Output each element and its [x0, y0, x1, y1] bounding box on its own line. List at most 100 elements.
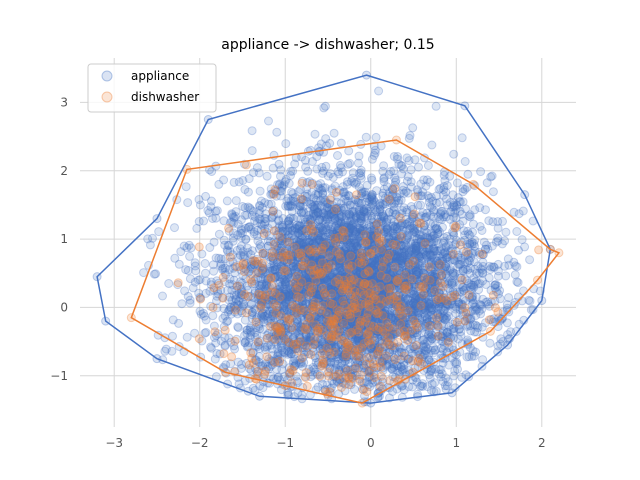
- data-point: [379, 276, 389, 286]
- data-point: [429, 287, 439, 297]
- data-point: [191, 266, 201, 276]
- data-point: [184, 240, 194, 250]
- data-point: [457, 133, 467, 143]
- data-point: [257, 279, 267, 289]
- data-point: [408, 212, 418, 222]
- data-point: [481, 205, 490, 215]
- data-point: [408, 320, 418, 330]
- data-point: [288, 344, 298, 354]
- data-point: [385, 297, 395, 307]
- data-point: [238, 176, 248, 185]
- data-point: [195, 306, 205, 316]
- data-point: [435, 227, 444, 237]
- data-point: [485, 338, 495, 348]
- data-point: [285, 292, 295, 302]
- data-point: [311, 226, 321, 236]
- data-point: [341, 232, 351, 242]
- data-point: [393, 152, 402, 161]
- data-point: [358, 277, 367, 287]
- data-point: [304, 250, 314, 260]
- data-point: [282, 305, 292, 315]
- data-point: [355, 292, 365, 302]
- data-point: [357, 342, 367, 352]
- data-point: [326, 244, 336, 254]
- data-point: [318, 237, 328, 247]
- data-point: [177, 299, 187, 309]
- data-point: [343, 327, 353, 337]
- data-point: [334, 331, 344, 341]
- data-point: [367, 267, 377, 277]
- data-point: [372, 235, 382, 245]
- data-point: [243, 202, 253, 212]
- data-point: [174, 259, 184, 269]
- data-point: [243, 187, 253, 197]
- data-point: [222, 196, 232, 206]
- data-point: [401, 260, 411, 270]
- data-point: [399, 188, 409, 198]
- data-point: [340, 254, 350, 264]
- data-point: [341, 308, 351, 318]
- data-point: [491, 237, 501, 247]
- data-point: [470, 235, 480, 245]
- data-point: [269, 210, 278, 220]
- data-point: [226, 218, 235, 227]
- data-point: [328, 227, 337, 237]
- data-point: [482, 178, 492, 188]
- data-point: [332, 302, 342, 312]
- data-point: [291, 308, 301, 318]
- data-point: [341, 313, 351, 323]
- data-point: [318, 339, 328, 349]
- data-point: [335, 234, 344, 244]
- data-point: [427, 140, 437, 150]
- data-point: [413, 295, 423, 305]
- data-point: [284, 363, 294, 373]
- data-point: [325, 384, 335, 394]
- data-point: [415, 315, 425, 325]
- data-point: [342, 276, 352, 285]
- data-point: [302, 262, 312, 272]
- data-point: [483, 297, 492, 307]
- data-point: [338, 283, 347, 293]
- data-point: [294, 358, 304, 368]
- x-tick-label: 0: [367, 436, 375, 450]
- data-point: [356, 173, 366, 183]
- data-point: [349, 293, 359, 303]
- data-point: [320, 302, 330, 312]
- data-point: [236, 215, 246, 225]
- data-point: [485, 265, 495, 275]
- data-point: [323, 171, 333, 181]
- data-point: [431, 279, 441, 289]
- data-point: [410, 155, 420, 165]
- data-point: [291, 358, 301, 368]
- data-point: [255, 381, 265, 391]
- data-point: [232, 245, 242, 255]
- data-point: [477, 226, 487, 235]
- data-point: [370, 148, 380, 158]
- data-point: [309, 273, 319, 283]
- data-point: [299, 337, 308, 347]
- data-point: [410, 294, 420, 304]
- data-point: [341, 249, 351, 259]
- data-point: [389, 240, 399, 250]
- data-point: [364, 245, 373, 255]
- data-point: [251, 355, 261, 365]
- data-point: [325, 270, 335, 280]
- data-point: [379, 285, 389, 295]
- data-point: [439, 170, 449, 180]
- data-point: [366, 307, 376, 317]
- data-point: [366, 231, 376, 241]
- data-point: [377, 303, 387, 313]
- data-point: [425, 250, 435, 260]
- data-point: [289, 392, 299, 402]
- data-point: [361, 280, 371, 290]
- data-point: [427, 330, 437, 340]
- data-point: [366, 263, 375, 272]
- data-point: [502, 300, 512, 310]
- data-point: [407, 334, 416, 344]
- data-point: [328, 268, 338, 277]
- data-point: [158, 291, 167, 301]
- data-point: [321, 330, 331, 340]
- data-point: [431, 345, 441, 355]
- data-point: [416, 200, 425, 210]
- data-point: [280, 292, 290, 302]
